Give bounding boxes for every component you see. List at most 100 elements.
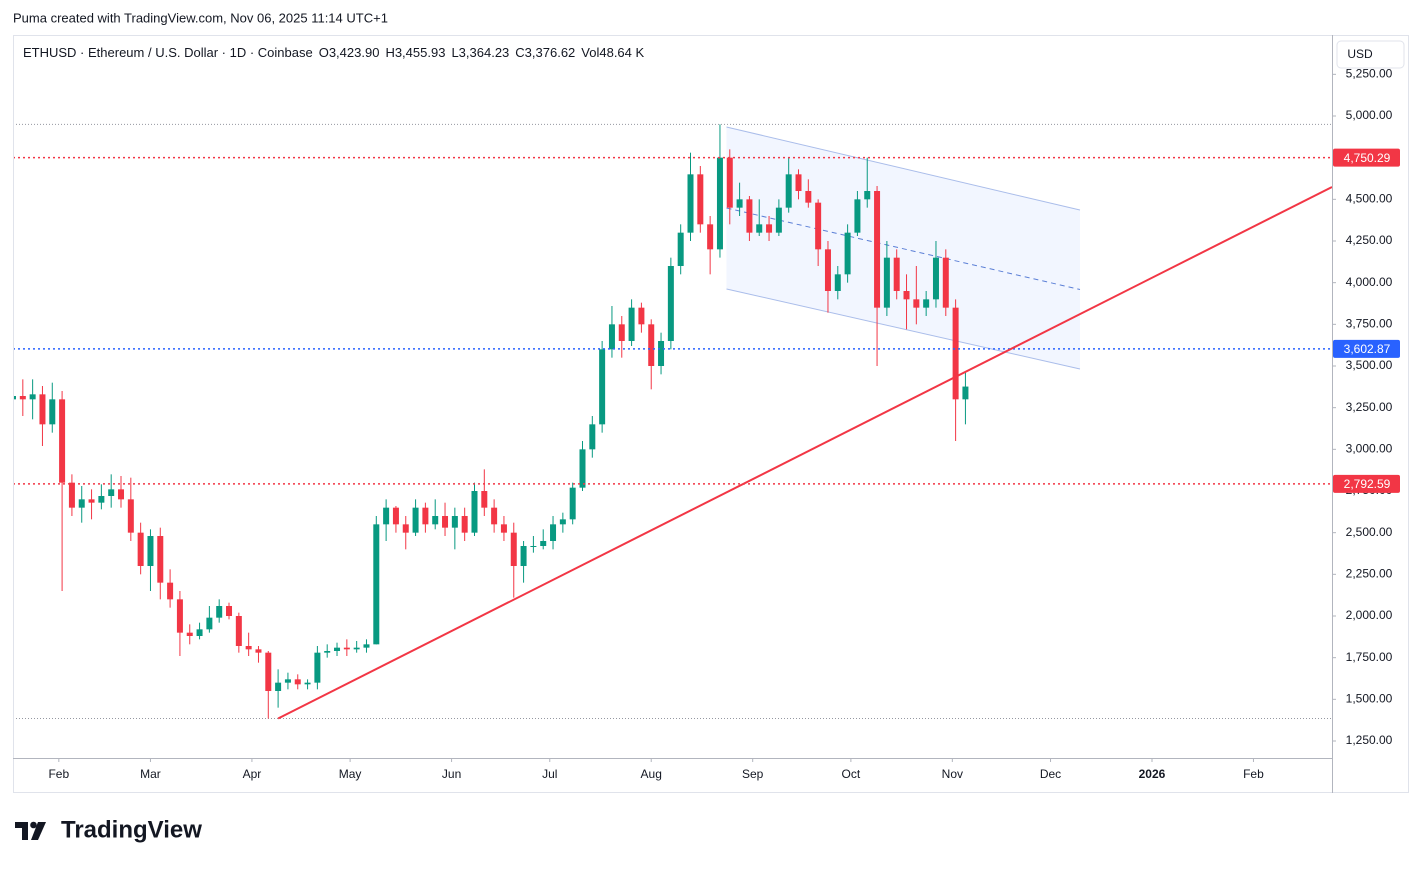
candle-body (864, 191, 871, 200)
candle-body (392, 507, 399, 525)
candle-body (78, 499, 85, 508)
candle-body (216, 606, 223, 618)
candle-body (147, 536, 154, 566)
candle-body (932, 257, 939, 300)
x-tick-label: Aug (641, 767, 662, 781)
candle-body (68, 482, 75, 508)
candle-body (353, 647, 360, 650)
candle-body (461, 516, 468, 533)
candle-body (294, 679, 301, 685)
candle-body (579, 449, 586, 488)
candle-body (893, 257, 900, 291)
candle-body (628, 307, 635, 341)
x-tick-label: Feb (48, 767, 69, 781)
candle-body (451, 516, 458, 528)
candle-body (127, 499, 134, 533)
x-tick-label: Nov (942, 767, 963, 781)
y-tick-label: 5,250.00 (1346, 67, 1393, 81)
candle-body (284, 679, 291, 683)
candle-body (883, 257, 890, 308)
x-tick-label: Dec (1040, 767, 1061, 781)
candle-body (903, 291, 910, 300)
candle-body (638, 307, 645, 325)
legend-key: H (385, 45, 394, 60)
candle-body (599, 349, 606, 425)
y-tick-label: 3,500.00 (1346, 358, 1393, 372)
candle-body (118, 489, 125, 500)
x-tick-label: Sep (742, 767, 764, 781)
candle-body (196, 629, 203, 636)
candle-body (176, 599, 183, 633)
candle-body (235, 616, 242, 646)
candle-body (785, 174, 792, 208)
candle-body (98, 496, 105, 503)
symbol: ETHUSD · Ethereum / U.S. Dollar · 1D · C… (23, 45, 313, 60)
candle-body (569, 487, 576, 520)
currency-button[interactable] (1336, 40, 1405, 69)
candle-body (275, 682, 282, 691)
brand: TradingView (61, 816, 202, 843)
legend-value: 3,364.23 (459, 45, 510, 60)
price-label: 2,792.59 (1344, 477, 1391, 491)
y-tick-label: 3,750.00 (1346, 317, 1393, 331)
candle-body (756, 224, 763, 233)
candle-body (805, 191, 812, 203)
candle-body (697, 174, 704, 225)
candle-body (442, 516, 449, 528)
candle-body (658, 341, 665, 366)
candle-body (157, 536, 164, 583)
logo-icon (15, 821, 46, 840)
y-tick-label: 4,500.00 (1346, 192, 1393, 206)
candle-body (746, 199, 753, 233)
price-label-box (1333, 339, 1400, 358)
candle-body (471, 491, 478, 533)
candle-body (314, 652, 321, 683)
x-tick-label: Feb (1243, 767, 1264, 781)
y-tick-label: 3,250.00 (1346, 400, 1393, 414)
currency[interactable]: USD (1347, 47, 1373, 61)
candle-body (834, 274, 841, 291)
x-tick-label: Oct (842, 767, 861, 781)
caption: Puma created with TradingView.com, Nov 0… (13, 10, 388, 25)
y-tick-label: 2,000.00 (1346, 608, 1393, 622)
candle-body (952, 307, 959, 400)
channel-upper (726, 126, 1081, 211)
x-tick-label: Jul (542, 767, 557, 781)
candle-body (687, 174, 694, 233)
candle-body (795, 174, 802, 191)
candle-body (265, 652, 272, 691)
candle-body (255, 649, 262, 653)
x-tick-label: May (339, 767, 362, 781)
plot-area (14, 123, 1332, 720)
ohlc-legend: ETHUSD · Ethereum / U.S. Dollar · 1D · C… (23, 45, 645, 60)
candle-body (716, 157, 723, 250)
channel-fill (726, 127, 1080, 369)
price-label-box (1333, 474, 1400, 493)
candle-body (14, 396, 16, 400)
y-tick-label: 2,500.00 (1346, 525, 1393, 539)
candle-body (608, 324, 615, 350)
y-tick-label: 4,250.00 (1346, 233, 1393, 247)
y-tick-label: 3,000.00 (1346, 442, 1393, 456)
candle-body (923, 299, 930, 308)
candle-body (726, 157, 733, 208)
candle-body (343, 647, 350, 650)
candle-body (373, 524, 380, 645)
legend-key: O (319, 45, 329, 60)
x-tick-label: 2026 (1139, 767, 1166, 781)
candle-body (363, 644, 370, 648)
candle-body (589, 424, 596, 450)
candle-body (491, 507, 498, 525)
candle-body (550, 524, 557, 541)
y-tick-label: 1,500.00 (1346, 692, 1393, 706)
y-tick-label: 4,000.00 (1346, 275, 1393, 289)
legend-value: 3,376.62 (525, 45, 576, 60)
candle-body (59, 399, 66, 483)
candle-body (520, 546, 527, 566)
candle-body (412, 507, 419, 533)
axes: 1,250.00 1,500.00 1,750.00 2,000.00 2,250.00… (48, 67, 1400, 781)
candle-body (186, 632, 193, 636)
legend-key: Vol (581, 45, 599, 60)
